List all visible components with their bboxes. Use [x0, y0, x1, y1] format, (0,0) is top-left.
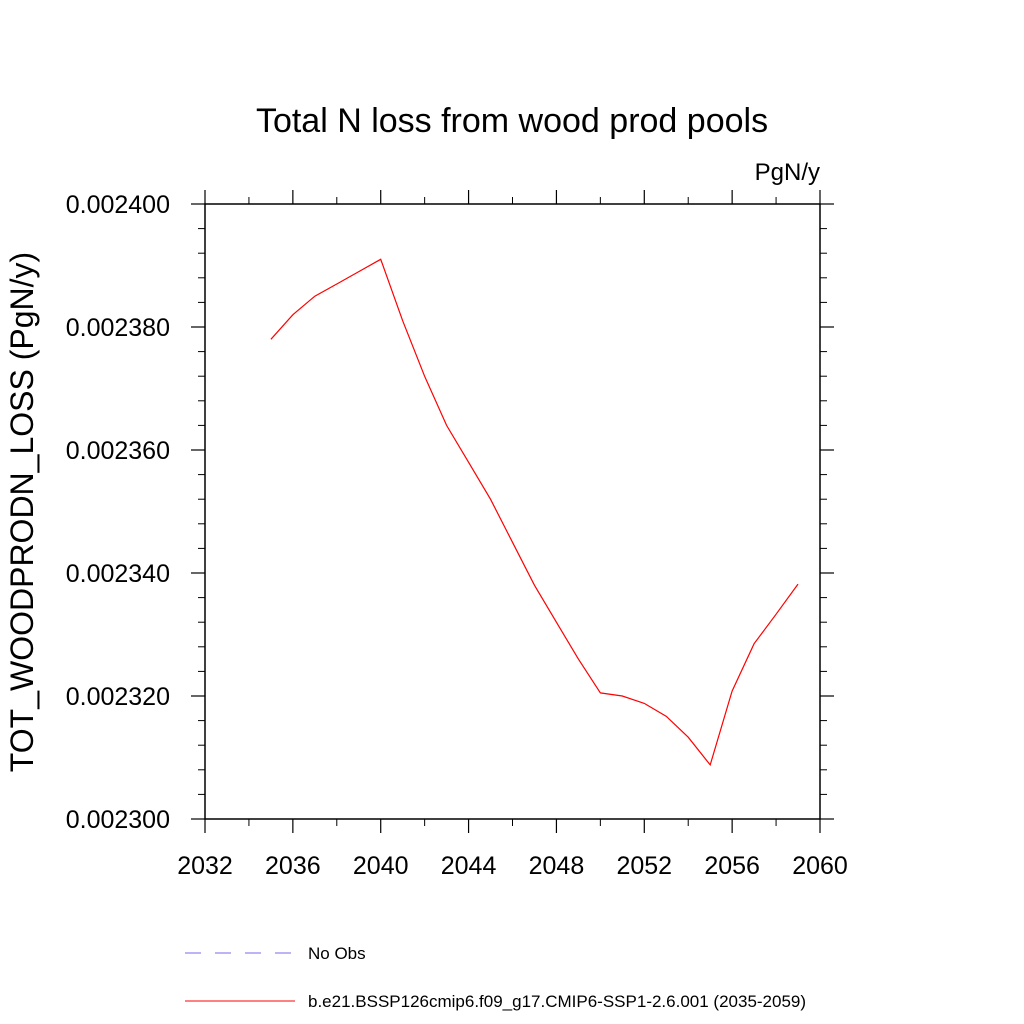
legend-label-model-run: b.e21.BSSP126cmip6.f09_g17.CMIP6-SSP1-2.…: [308, 992, 806, 1011]
y-tick-label: 0.002340: [66, 560, 170, 588]
x-tick-label: 2036: [265, 852, 321, 880]
x-tick-label: 2040: [353, 852, 409, 880]
y-tick-label: 0.002380: [66, 314, 170, 342]
x-tick-labels: 2032 2036 2040 2044 2048 2052 2056 2060: [177, 852, 848, 880]
chart-title: Total N loss from wood prod pools: [256, 102, 768, 140]
legend: No Obs b.e21.BSSP126cmip6.f09_g17.CMIP6-…: [185, 944, 806, 1011]
plot-area: [270, 258, 799, 767]
axis-ticks: [191, 190, 834, 833]
x-tick-label: 2044: [441, 852, 497, 880]
plot-frame: [204, 203, 821, 820]
x-tick-label: 2060: [792, 852, 848, 880]
y-tick-label: 0.002360: [66, 437, 170, 465]
y-tick-label: 0.002320: [66, 683, 170, 711]
y-tick-label: 0.002300: [66, 806, 170, 834]
x-tick-label: 2056: [704, 852, 760, 880]
legend-label-no-obs: No Obs: [308, 944, 366, 963]
series-line-1: [270, 258, 799, 767]
x-tick-label: 2052: [616, 852, 672, 880]
x-tick-label: 2032: [177, 852, 233, 880]
y-tick-labels: 0.002300 0.002320 0.002340 0.002360 0.002380…: [66, 191, 170, 834]
y-axis-label: TOT_WOODPRODN_LOSS (PgN/y): [4, 252, 40, 772]
units-label: PgN/y: [755, 159, 820, 186]
x-tick-label: 2048: [529, 852, 585, 880]
y-tick-label: 0.002400: [66, 191, 170, 219]
